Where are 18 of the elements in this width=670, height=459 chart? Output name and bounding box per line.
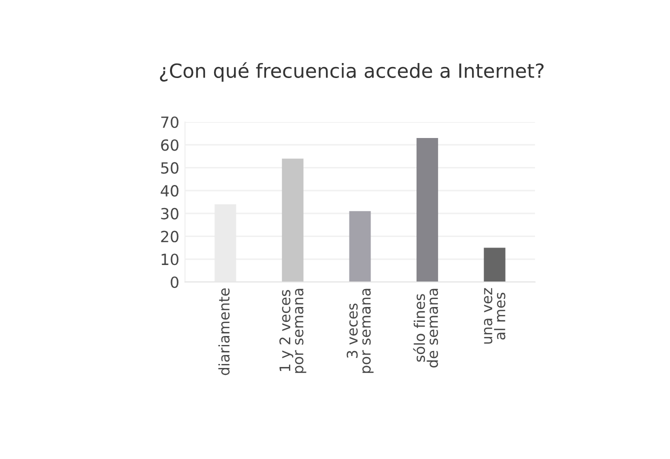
y-tick-label: 70 <box>161 116 178 128</box>
y-tick-label: 10 <box>162 254 178 266</box>
bar <box>484 248 506 282</box>
y-tick-label: 40 <box>160 185 178 197</box>
x-tick-label: 1 y 2 veces por semana <box>279 288 306 373</box>
y-tick-label: 30 <box>161 208 178 220</box>
y-tick-label: 20 <box>161 230 178 242</box>
x-tick-label: una vez al mes <box>484 288 506 344</box>
bar <box>282 158 304 282</box>
x-tick-label: 3 veces por semana <box>346 288 374 373</box>
chart-title: ¿Con qué frecuencia accede a Internet? <box>160 62 544 82</box>
y-tick-label: 50 <box>161 162 178 174</box>
bar <box>349 211 371 282</box>
y-tick-label: 60 <box>161 139 178 151</box>
x-tick-label: diariamente <box>218 288 230 376</box>
x-tick-label: sólo fines de semana <box>413 288 438 368</box>
bar <box>416 138 438 282</box>
y-tick-label: 0 <box>170 276 178 288</box>
